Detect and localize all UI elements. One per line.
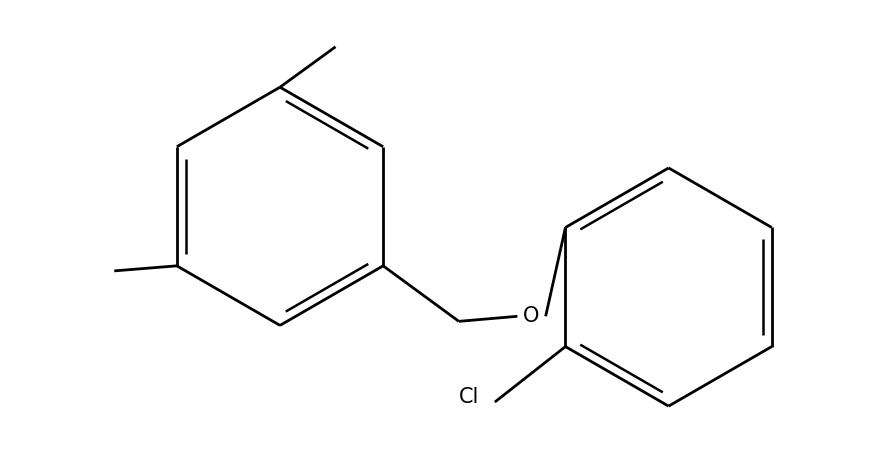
- Text: Cl: Cl: [459, 387, 479, 407]
- Text: O: O: [524, 306, 540, 326]
